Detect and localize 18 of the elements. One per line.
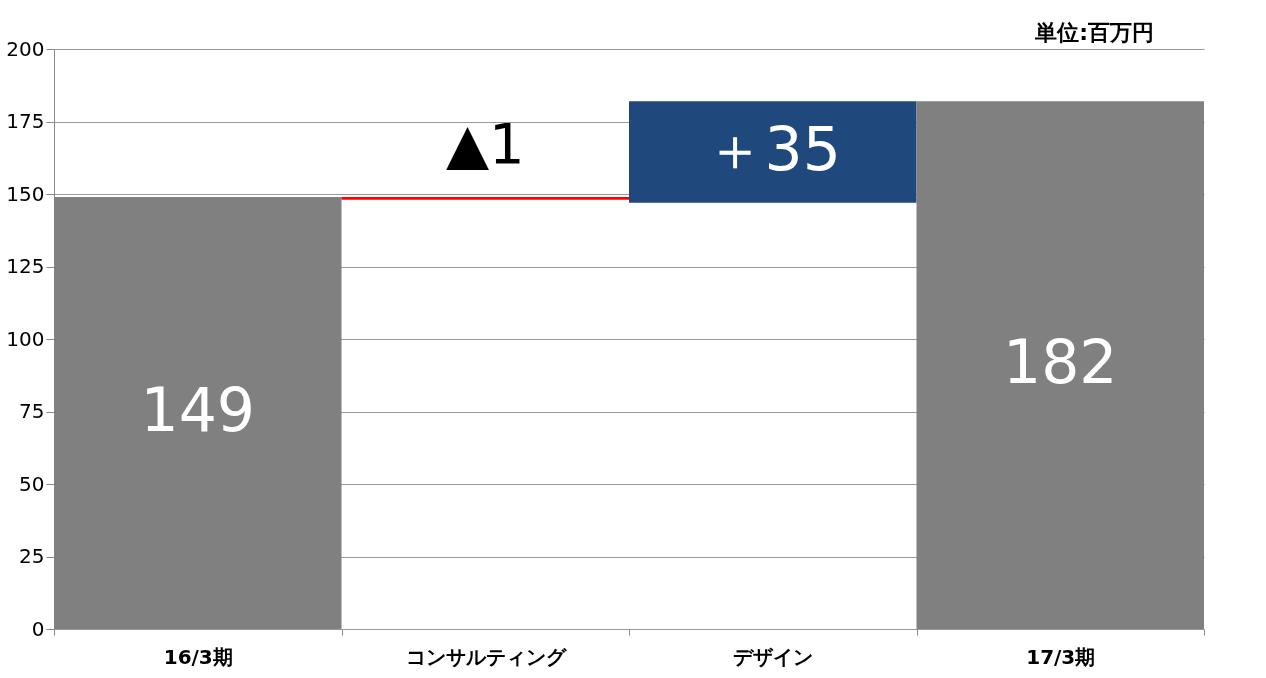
data-label: ▲1 <box>445 110 525 176</box>
y-tick-label: 175 <box>6 109 45 133</box>
y-tick-label: 50 <box>19 471 45 496</box>
x-tick-label: コンサルティング <box>405 644 567 669</box>
x-tick-label: 17/3期 <box>1026 644 1096 669</box>
data-label: 182 <box>1002 327 1118 398</box>
y-tick-label: 150 <box>6 181 45 206</box>
y-tick-label: 75 <box>19 399 45 423</box>
y-tick-label: 100 <box>6 326 45 351</box>
y-tick-label: 0 <box>31 616 45 641</box>
y-tick-label: 200 <box>6 36 45 61</box>
x-tick-label: デザイン <box>733 644 814 669</box>
y-tick-label: 25 <box>19 544 45 568</box>
data-label: 149 <box>140 374 256 445</box>
x-tick-label: 16/3期 <box>163 644 233 669</box>
y-tick-label: 125 <box>6 254 45 278</box>
text: 単位:百万円 <box>1034 20 1154 45</box>
data-label: ＋35 <box>704 113 841 184</box>
